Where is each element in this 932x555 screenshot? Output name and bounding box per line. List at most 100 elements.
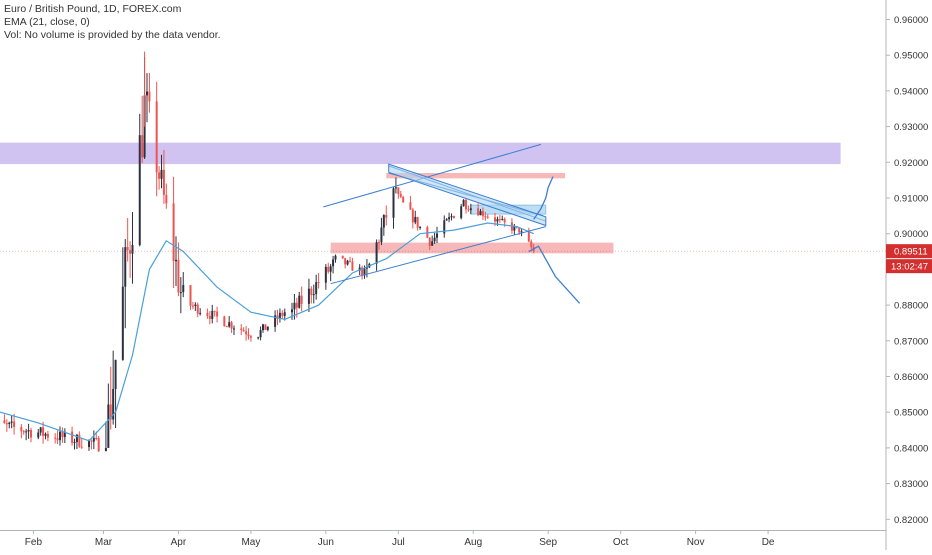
candle-body (59, 431, 62, 441)
candle-body (486, 216, 489, 218)
legend-title: Euro / British Pound, 1D, FOREX.com (4, 3, 182, 15)
candle-body (291, 309, 294, 313)
candle-body (158, 172, 161, 179)
candle-body (375, 242, 378, 264)
ema-line (0, 222, 534, 442)
candle-body (530, 241, 533, 248)
candle-body (448, 217, 451, 220)
candle-body (230, 322, 233, 329)
candle-body (300, 295, 303, 304)
candle-body (196, 304, 199, 314)
candle-body (307, 288, 310, 304)
countdown-tag (886, 259, 932, 274)
candle-body (56, 438, 59, 441)
candle-body (346, 260, 349, 265)
candle-body (329, 266, 332, 272)
candle-body (257, 337, 260, 339)
candle-body (199, 312, 202, 314)
candle-body (358, 267, 361, 271)
candle-body (225, 326, 228, 328)
x-tick-label: Oct (613, 537, 629, 548)
candle-body (44, 433, 47, 436)
x-tick-label: Jun (318, 537, 334, 548)
candle-body (175, 259, 178, 262)
candle-body (71, 431, 74, 443)
candle-body (213, 310, 216, 312)
candle-body (481, 211, 484, 217)
candle-body (281, 312, 284, 316)
candle-body (245, 331, 248, 335)
projection-down (528, 245, 581, 304)
candle-body (172, 203, 175, 262)
candle-body (228, 322, 231, 327)
candle-body (315, 282, 318, 295)
y-tick-label: 0.91000 (894, 194, 928, 205)
x-tick-label: May (241, 537, 260, 548)
legend-ema: EMA (21, close, 0) (4, 16, 90, 28)
candle-body (107, 404, 110, 448)
x-tick-label: Feb (25, 537, 43, 548)
candle-body (378, 242, 381, 244)
y-tick-label: 0.86000 (894, 372, 928, 383)
candle-body (61, 431, 64, 438)
x-tick-label: Jul (392, 537, 405, 548)
y-tick-label: 0.95000 (894, 51, 928, 62)
candle-body (131, 244, 134, 254)
candle-body (124, 247, 127, 287)
candle-body (484, 216, 487, 218)
candle-body (295, 302, 298, 308)
candle-body (146, 91, 149, 96)
candle-body (264, 324, 267, 330)
candle-body (312, 294, 315, 296)
candle-body (419, 227, 422, 229)
candle-body (121, 286, 124, 360)
candle-body (327, 266, 330, 272)
price-tag (886, 244, 932, 259)
candle-body (95, 437, 98, 439)
candle-body (97, 438, 100, 452)
candle-body (10, 421, 13, 423)
candle-body (54, 437, 57, 439)
candle-body (465, 199, 468, 210)
candle-body (363, 268, 366, 276)
x-tick-label: De (762, 537, 775, 548)
candle-body (431, 241, 434, 246)
candle-body (436, 233, 439, 238)
candle-body (443, 220, 446, 234)
candle-body (179, 292, 182, 294)
candle-body (409, 202, 412, 210)
countdown-value: 13:02:47 (891, 262, 928, 273)
candle-body (249, 336, 252, 338)
candle-body (22, 431, 25, 433)
candle-body (467, 209, 470, 211)
candle-body (5, 423, 8, 425)
candle-body (496, 219, 499, 222)
x-tick-label: Sep (539, 537, 557, 548)
candle-body (191, 305, 194, 307)
candle-body (194, 304, 197, 307)
candle-body (414, 217, 417, 223)
candle-body (162, 169, 165, 195)
candle-body (155, 101, 158, 173)
candle-body (8, 422, 11, 425)
candle-body (283, 312, 286, 316)
candle-body (63, 431, 66, 438)
candle-body (332, 259, 335, 267)
price-tag-value: 0.89511 (894, 247, 928, 258)
x-tick-label: Mar (95, 537, 113, 548)
candle-body (278, 312, 281, 319)
y-tick-label: 0.94000 (894, 86, 928, 97)
y-tick-label: 0.88000 (894, 301, 928, 312)
candle-body (189, 285, 192, 306)
candle-body (148, 91, 151, 102)
zone-red (386, 173, 566, 179)
candle-body (298, 295, 301, 308)
candle-body (46, 433, 49, 438)
candle-body (520, 231, 523, 233)
x-tick-label: Aug (464, 537, 482, 548)
candle-body (114, 359, 117, 389)
legend-volume: Vol: No volume is provided by the data v… (4, 29, 221, 41)
y-tick-label: 0.85000 (894, 408, 928, 419)
